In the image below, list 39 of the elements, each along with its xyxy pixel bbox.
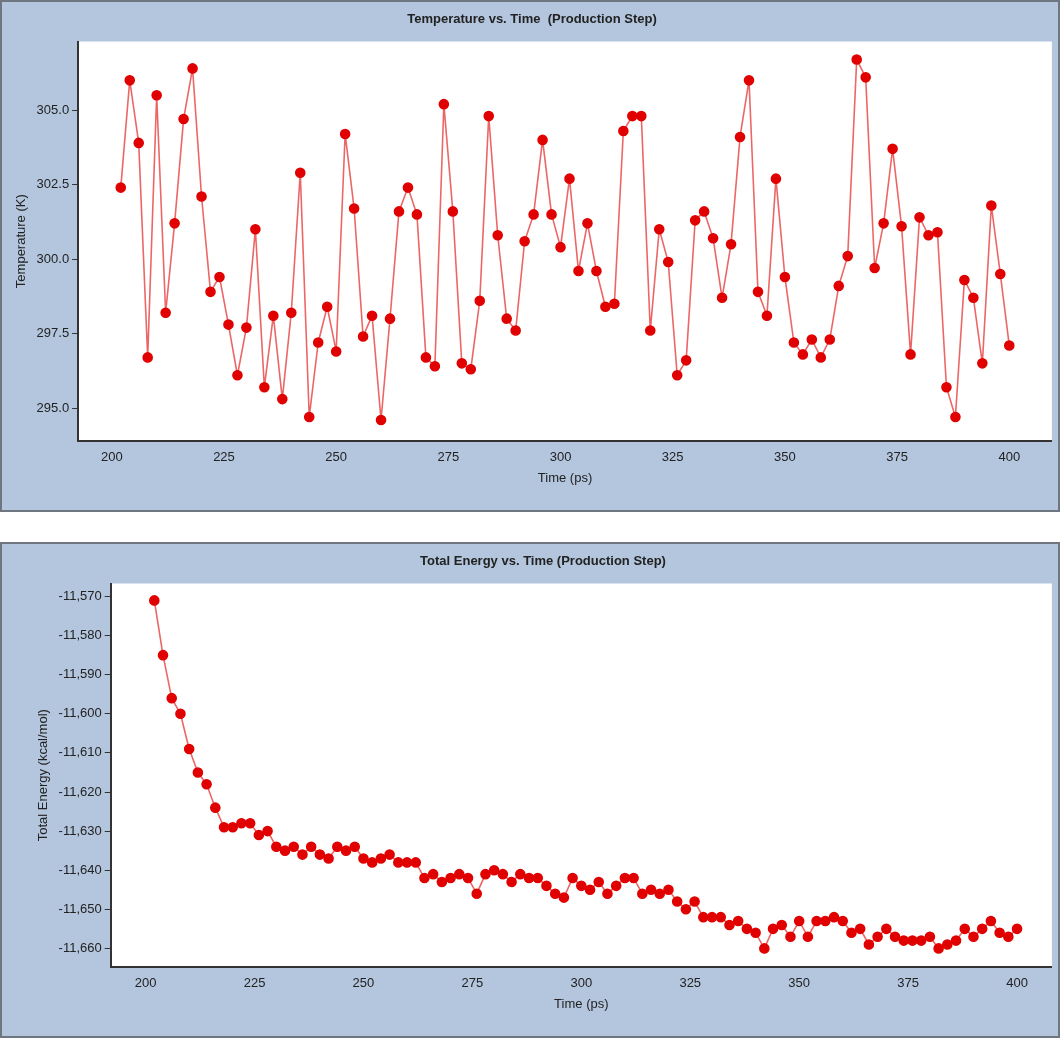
y-tick-label: -11,620	[58, 783, 102, 799]
x-tick-label: 375	[897, 975, 919, 991]
x-tick-label: 375	[886, 449, 908, 465]
y-tick-label: -11,630	[58, 822, 102, 838]
x-tick-label: 250	[352, 975, 375, 991]
x-tick-label: 350	[774, 449, 796, 465]
x-tick-label: 200	[100, 449, 123, 465]
x-tick-label: 275	[437, 449, 460, 465]
y-tick-label: 305.0	[36, 101, 70, 117]
x-tick-label: 225	[243, 975, 266, 991]
y-tick-label: 302.5	[36, 176, 70, 192]
y-tick-label: -11,590	[58, 666, 102, 682]
chart-title: Total Energy vs. Time (Production Step)	[420, 553, 666, 569]
y-tick-label: -11,610	[58, 744, 102, 760]
x-tick-label: 350	[788, 975, 811, 991]
x-tick-label: 400	[1006, 975, 1028, 991]
x-tick-label: 225	[213, 449, 235, 465]
x-axis-title: Time (ps)	[537, 469, 593, 485]
y-axis-title: Total Energy (kcal/mol)	[35, 709, 51, 842]
y-tick-label: -11,580	[58, 627, 102, 643]
y-tick-label: -11,600	[58, 705, 102, 721]
y-tick-label: -11,640	[58, 861, 102, 877]
y-axis-title: Temperature (K)	[13, 194, 29, 289]
y-tick-label: 300.0	[36, 250, 70, 266]
chart-title: Temperature vs. Time (Production Step)	[407, 11, 657, 27]
x-tick-label: 200	[134, 975, 157, 991]
x-tick-label: 325	[679, 975, 702, 991]
x-tick-label: 300	[549, 449, 572, 465]
x-tick-label: 325	[661, 449, 684, 465]
y-tick-label: 295.0	[36, 399, 70, 415]
x-tick-label: 400	[998, 449, 1021, 465]
x-axis-title: Time (ps)	[554, 995, 609, 1011]
y-tick-label: -11,660	[58, 940, 102, 955]
x-tick-label: 300	[570, 975, 593, 991]
y-tick-label: 297.5	[36, 325, 70, 341]
y-tick-label: -11,570	[58, 588, 102, 604]
x-tick-label: 275	[461, 975, 484, 991]
y-tick-label: -11,650	[58, 900, 102, 916]
x-tick-label: 250	[325, 449, 348, 465]
